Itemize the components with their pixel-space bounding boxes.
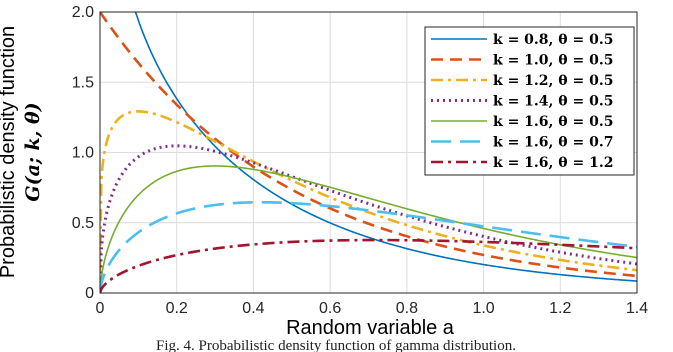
x-axis-label: Random variable a [286, 317, 455, 339]
y-tick-label: 2.0 [72, 4, 94, 21]
x-tick-labels: 0 0.2 0.4 0.6 0.8 1.0 1.2 1.4 [96, 300, 649, 317]
plot-frame [99, 11, 638, 294]
legend-entry: k = 1.2, θ = 0.5 [493, 73, 613, 89]
x-tick-label: 0 [96, 300, 105, 317]
y-tick-label: 0.5 [72, 215, 94, 232]
y-axis-label-line2: G(a; k, θ) [22, 102, 44, 201]
x-tick-label: 1.0 [472, 300, 494, 317]
series-line-4 [100, 165, 637, 293]
figure-caption: Fig. 4. Probabilistic density function o… [156, 338, 516, 352]
legend-entry: k = 1.4, θ = 0.5 [493, 94, 613, 110]
series-line-1 [100, 12, 637, 278]
series-line-3 [100, 144, 637, 292]
series-line-2 [100, 110, 637, 272]
y-tick-label: 1.5 [72, 74, 94, 91]
series-line-5 [100, 200, 637, 293]
y-tick-label: 0 [85, 285, 94, 302]
curves [100, 12, 637, 293]
y-axis-label-line1: Probabilistic density function [0, 26, 19, 278]
legend-entry: k = 0.8, θ = 0.5 [493, 32, 613, 48]
legend-entry: k = 1.6, θ = 0.5 [493, 114, 613, 130]
x-tick-label: 1.2 [549, 300, 571, 317]
x-tick-label: 0.4 [242, 300, 264, 317]
x-tick-label: 0.2 [166, 300, 188, 317]
legend-entry: k = 1.6, θ = 1.2 [493, 155, 613, 171]
legend-entry: k = 1.0, θ = 0.5 [493, 53, 613, 69]
x-tick-label: 0.6 [319, 300, 341, 317]
legend: k = 0.8, θ = 0.5 k = 1.0, θ = 0.5 k = 1.2,… [424, 26, 635, 176]
x-tick-label: 1.4 [626, 300, 648, 317]
legend-entry: k = 1.6, θ = 0.7 [493, 135, 613, 151]
x-tick-label: 0.8 [396, 300, 418, 317]
series-line-6 [100, 238, 637, 293]
y-tick-labels: 0 0.5 1.0 1.5 2.0 [72, 4, 94, 302]
y-tick-label: 1.0 [72, 145, 94, 162]
legend-box [424, 26, 635, 176]
